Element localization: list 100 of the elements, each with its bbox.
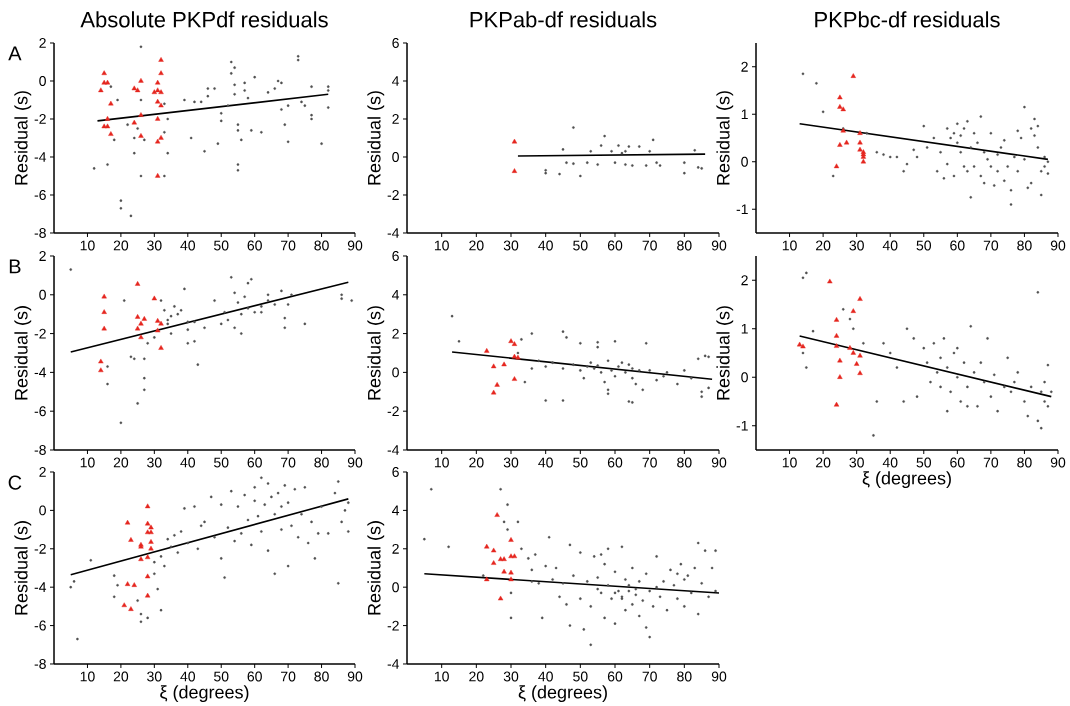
y-tick-label: -2 — [34, 114, 46, 124]
y-tick-label: 1 — [741, 109, 748, 120]
y-tick-label: 2 — [39, 38, 46, 48]
y-tick-label: 6 — [392, 251, 399, 261]
y-tick-label: 0 — [741, 372, 748, 383]
x-tick-label: 70 — [281, 240, 296, 251]
x-tick-label: 80 — [1017, 457, 1032, 468]
x-tick-label: 10 — [434, 671, 449, 682]
x-tick-label: 90 — [347, 240, 363, 251]
y-tick-label: 2 — [392, 543, 399, 554]
x-tick-label: 20 — [816, 457, 831, 468]
y-axis-title: Residual (s) — [14, 91, 32, 185]
x-tick-label: 10 — [80, 671, 95, 682]
y-tick-label: -4 — [387, 659, 400, 669]
y-tick-label: -8 — [34, 659, 46, 669]
chart-title: PKPab-df residuals — [470, 11, 657, 28]
x-tick-label: 60 — [607, 240, 623, 251]
x-tick-label: 90 — [347, 671, 363, 682]
x-tick-label: 60 — [247, 240, 262, 251]
y-tick-label: -6 — [34, 620, 46, 631]
x-tick-label: 70 — [642, 457, 657, 468]
x-tick-label: 20 — [113, 240, 129, 251]
y-tick-label: -4 — [387, 445, 400, 455]
text: B — [9, 259, 21, 274]
x-axis-title: ξ (degrees) — [862, 471, 951, 489]
x-tick-label: 40 — [538, 457, 553, 468]
y-tick-label: 4 — [392, 505, 400, 516]
x-tick-label: 50 — [214, 240, 229, 251]
x-tick-label: 50 — [916, 240, 932, 251]
x-tick-label: 80 — [677, 240, 692, 251]
x-tick-label: 90 — [711, 671, 727, 682]
x-tick-label: 10 — [80, 240, 95, 251]
x-tick-label: 60 — [607, 457, 623, 468]
y-tick-label: 2 — [392, 328, 399, 339]
x-tick-label: 50 — [573, 671, 588, 682]
x-tick-label: 50 — [214, 457, 229, 468]
x-tick-label: 40 — [180, 457, 196, 468]
x-tick-label: 80 — [314, 240, 329, 251]
x-tick-label: 10 — [434, 457, 449, 468]
y-tick-label: -8 — [34, 445, 46, 455]
x-tick-label: 30 — [147, 671, 162, 682]
y-tick-label: -8 — [34, 228, 46, 238]
x-tick-label: 70 — [642, 240, 657, 251]
y-tick-label: 2 — [741, 61, 748, 72]
chart-title: Absolute PKPdf residuals — [80, 11, 328, 28]
x-tick-label: 80 — [314, 457, 329, 468]
x-tick-label: 40 — [180, 671, 196, 682]
x-tick-label: 10 — [782, 457, 797, 468]
y-tick-label: 0 — [392, 152, 399, 162]
text: C — [8, 475, 22, 490]
x-tick-label: 50 — [573, 457, 588, 468]
y-tick-label: -2 — [34, 328, 46, 339]
x-tick-label: 50 — [214, 671, 229, 682]
x-tick-label: 20 — [113, 457, 129, 468]
x-tick-label: 30 — [147, 240, 162, 251]
x-tick-label: 60 — [950, 240, 965, 251]
y-axis-title: Residual (s) — [367, 306, 385, 400]
x-axis-title: ξ (degrees) — [518, 685, 607, 703]
x-tick-label: 70 — [983, 240, 999, 251]
x-tick-label: 10 — [782, 240, 797, 251]
x-tick-label: 80 — [677, 671, 692, 682]
x-tick-label: 30 — [503, 457, 519, 468]
y-axis-title: Residual (s) — [14, 306, 32, 400]
y-tick-label: -2 — [387, 190, 399, 200]
x-tick-label: 60 — [247, 671, 262, 682]
x-tick-label: 90 — [1050, 457, 1066, 468]
x-tick-label: 30 — [147, 457, 162, 468]
x-tick-label: 10 — [80, 457, 95, 468]
y-axis-title: Residual (s) — [716, 91, 734, 185]
x-tick-label: 40 — [180, 240, 196, 251]
y-tick-label: 6 — [392, 38, 399, 48]
text: A — [8, 46, 22, 61]
x-tick-label: 90 — [1050, 240, 1066, 251]
x-tick-label: 80 — [314, 671, 329, 682]
x-tick-label: 70 — [642, 671, 657, 682]
y-tick-label: 6 — [392, 467, 399, 477]
x-tick-label: 60 — [247, 457, 262, 468]
y-tick-label: 4 — [392, 76, 400, 86]
x-tick-label: 60 — [607, 671, 623, 682]
x-tick-label: 40 — [882, 457, 898, 468]
y-tick-label: 0 — [39, 76, 46, 86]
y-tick-label: 2 — [39, 467, 46, 477]
x-tick-label: 90 — [347, 457, 363, 468]
x-tick-label: 70 — [983, 457, 999, 468]
x-tick-label: 50 — [916, 457, 932, 468]
x-tick-label: 20 — [816, 240, 831, 251]
y-tick-label: -2 — [387, 620, 399, 631]
y-tick-label: -6 — [34, 190, 46, 200]
y-tick-label: -1 — [736, 420, 748, 431]
y-axis-title: Residual (s) — [367, 521, 385, 615]
y-tick-label: 4 — [392, 289, 400, 300]
y-axis-title: Residual (s) — [716, 306, 734, 400]
x-tick-label: 30 — [503, 240, 519, 251]
y-axis-title: Residual (s) — [367, 91, 385, 185]
y-tick-label: 2 — [392, 114, 399, 124]
y-tick-label: 0 — [392, 367, 399, 378]
x-tick-label: 70 — [281, 671, 296, 682]
y-tick-label: 0 — [741, 156, 748, 167]
x-tick-label: 10 — [434, 240, 449, 251]
y-tick-label: 2 — [39, 251, 46, 261]
